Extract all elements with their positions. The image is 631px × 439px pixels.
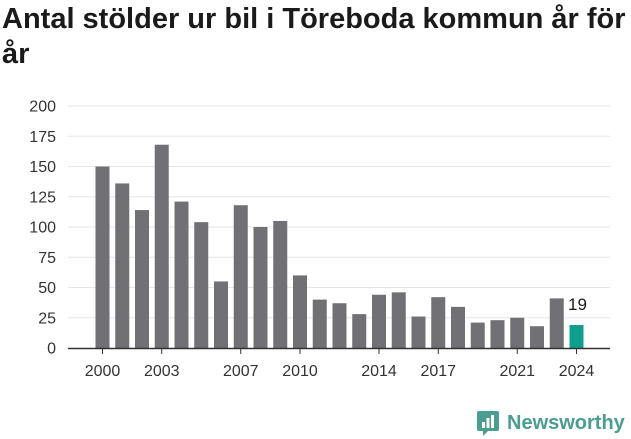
bar: [115, 183, 130, 348]
y-tick-label: 0: [47, 341, 56, 358]
bar: [154, 144, 169, 348]
bar: [135, 210, 149, 348]
bar: [253, 227, 268, 348]
x-axis-ticks: 2000 2003 2007 2010 2014 2017 2021 2024: [85, 348, 595, 380]
bar: [194, 222, 209, 348]
chart-title: Antal stölder ur bil i Töreboda kommun å…: [2, 3, 626, 70]
bar: [569, 325, 584, 348]
bar: [431, 297, 446, 348]
x-tick-label: 2003: [144, 363, 180, 380]
bar: [95, 166, 110, 348]
y-tick-label: 175: [29, 129, 56, 146]
bar: [352, 314, 367, 348]
bar: [510, 317, 525, 348]
y-tick-label: 200: [29, 99, 56, 116]
x-tick-label: 2017: [420, 363, 456, 380]
bar: [332, 303, 347, 348]
bar: [530, 326, 544, 348]
y-tick-label: 25: [38, 310, 56, 327]
bar: [549, 298, 564, 348]
bar: [451, 306, 465, 348]
bar: [214, 281, 228, 348]
y-tick-label: 125: [29, 189, 56, 206]
y-tick-label: 75: [38, 250, 56, 267]
x-tick-label: 2014: [361, 363, 397, 380]
bar: [470, 322, 485, 348]
x-tick-label: 2000: [85, 363, 121, 380]
brand-name: Newsworthy: [507, 411, 625, 434]
y-axis-ticks: 0 25 50 75 100 125 150 175 200: [29, 99, 56, 358]
bar: [174, 201, 189, 348]
y-tick-label: 150: [29, 159, 56, 176]
newsworthy-logo-icon: [477, 410, 499, 436]
bar: [391, 292, 406, 348]
bar: [411, 316, 426, 348]
bar: [273, 220, 288, 348]
gridlines: [68, 105, 610, 319]
bar: [233, 205, 248, 348]
y-tick-label: 50: [38, 280, 56, 297]
x-tick-label: 2024: [559, 363, 595, 380]
highlight-data-label: 19: [568, 295, 587, 314]
x-tick-label: 2010: [282, 363, 318, 380]
y-tick-label: 100: [29, 220, 56, 237]
bar: [490, 320, 505, 348]
bar: [312, 299, 327, 348]
brand-logo: Newsworthy: [476, 407, 625, 439]
bar: [372, 294, 386, 348]
x-tick-label: 2007: [223, 363, 259, 380]
x-tick-label: 2021: [499, 363, 535, 380]
bar: [293, 275, 307, 348]
bars: [95, 144, 584, 348]
